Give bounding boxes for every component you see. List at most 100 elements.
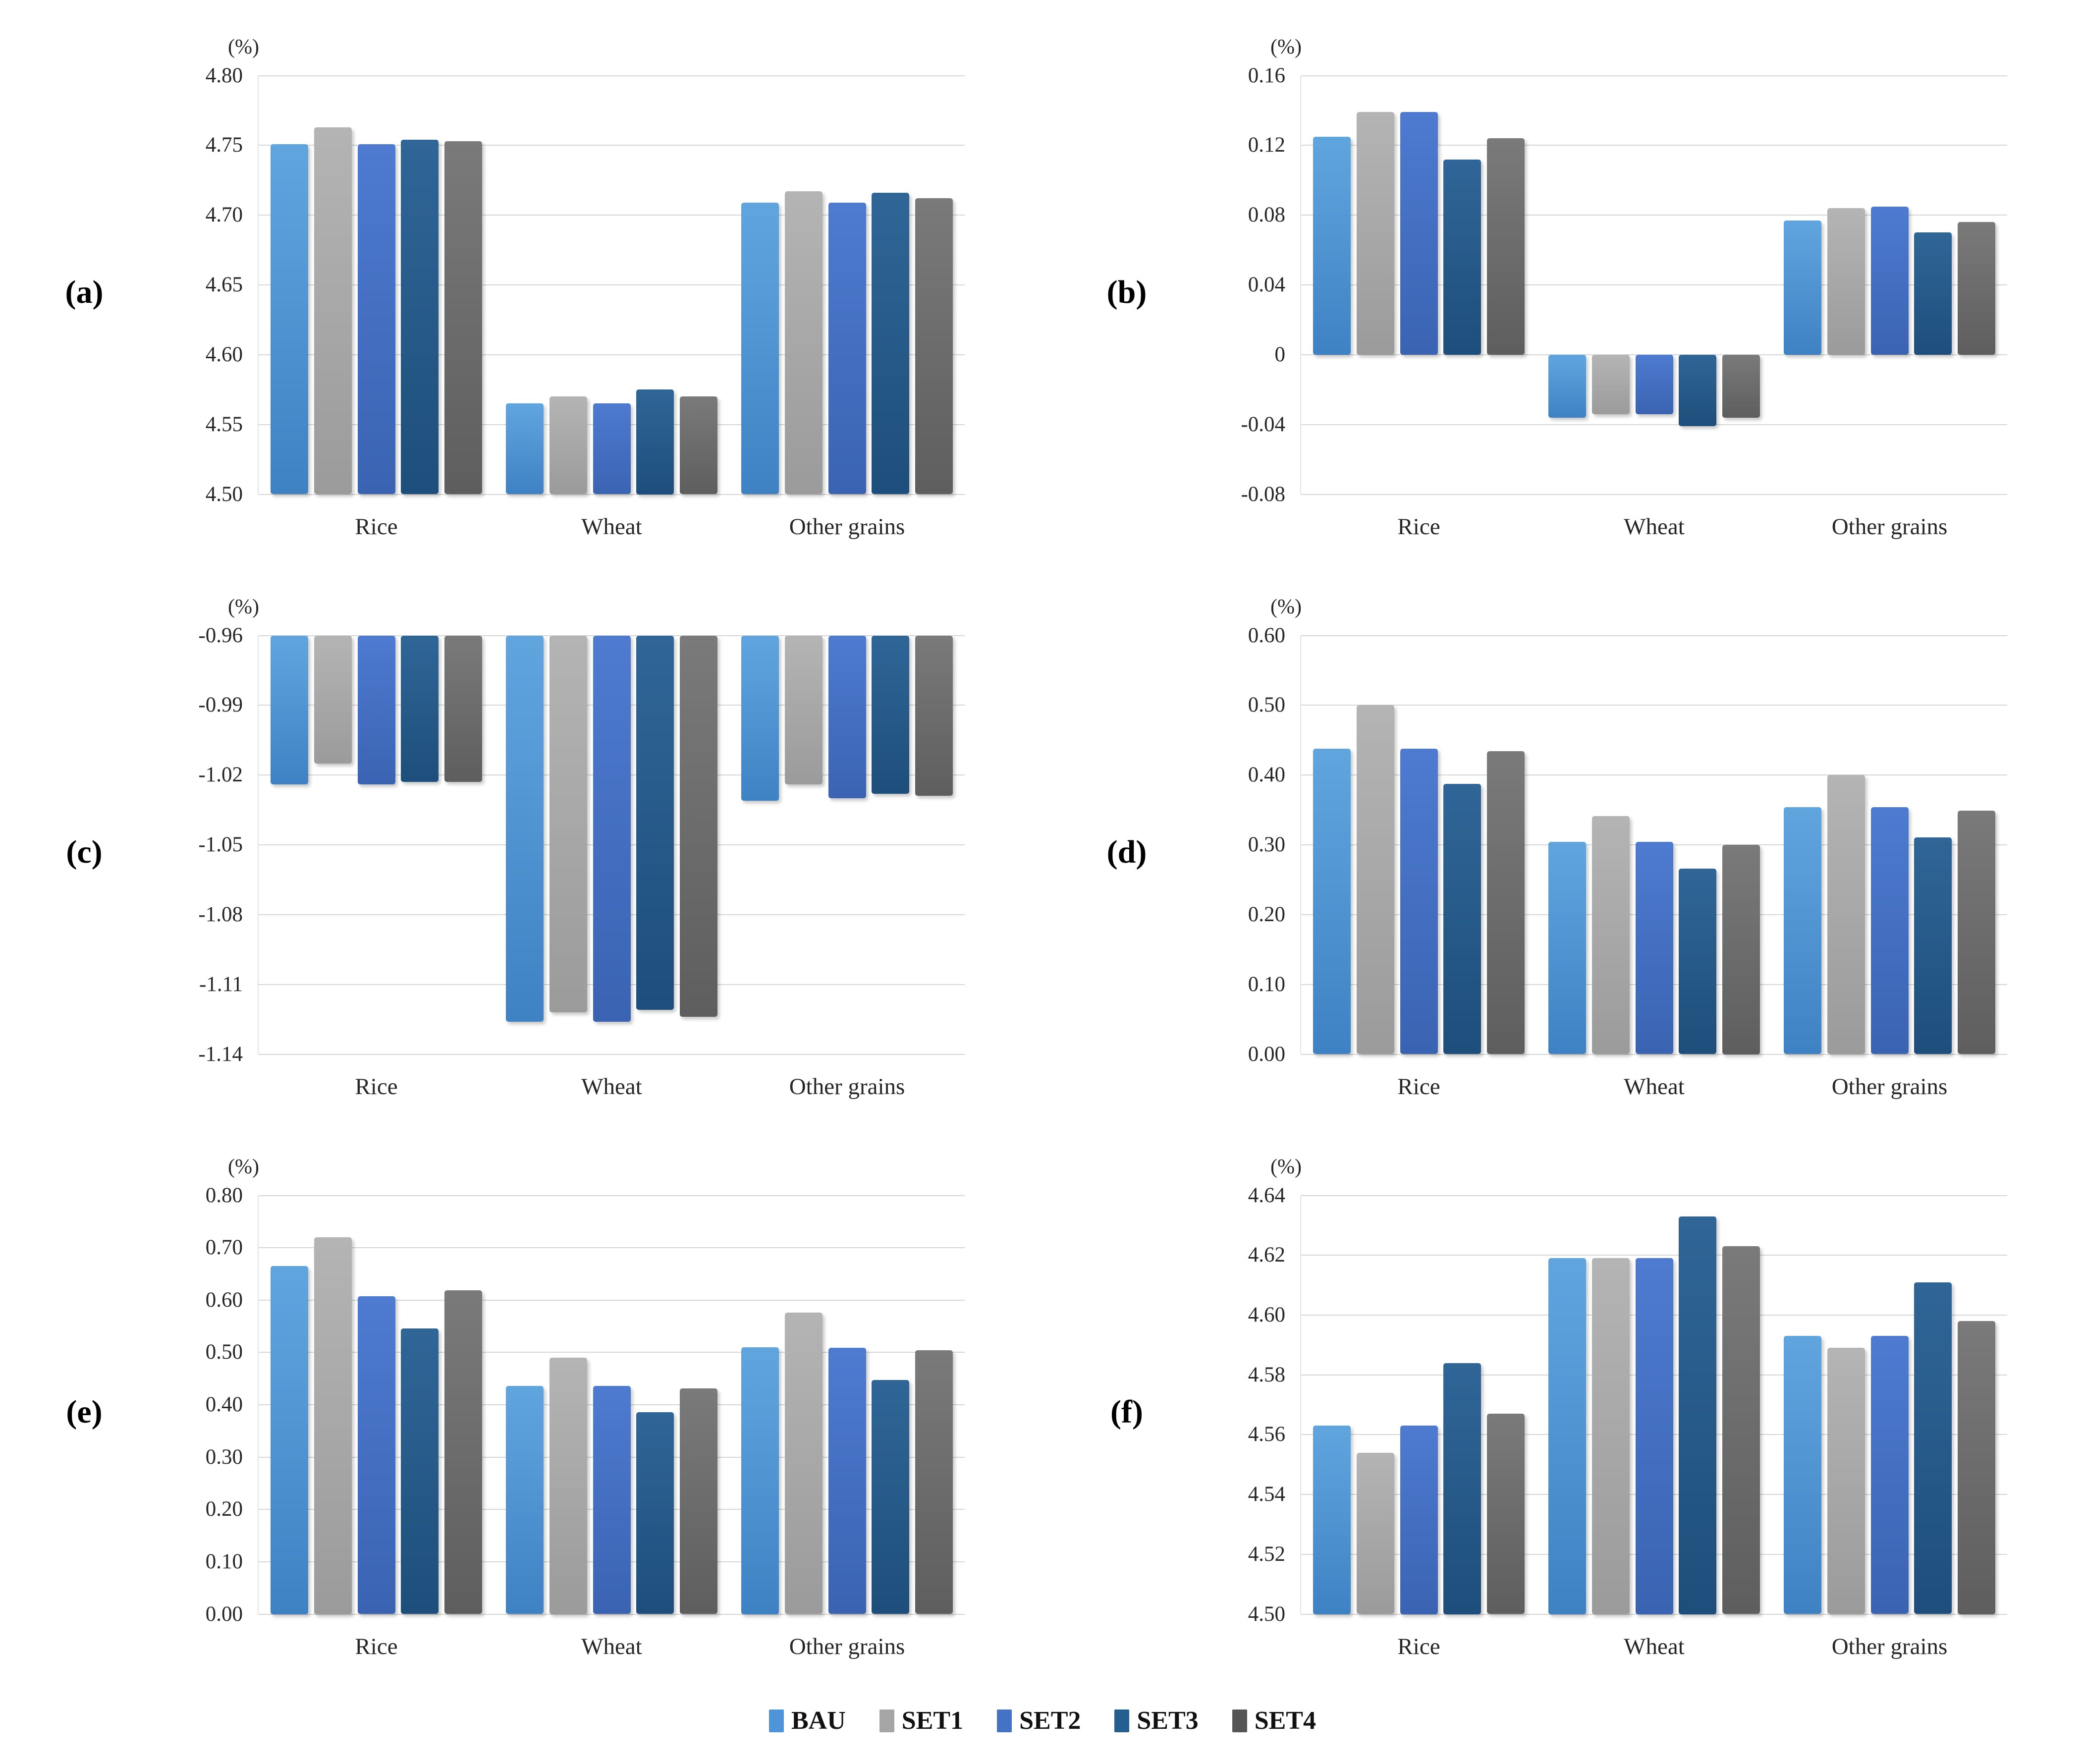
plot-area: 0.16 0.12 0.08 0.04 0 -0.04 -0.08 Rice Wheat Othe…: [1241, 64, 2007, 540]
bar-set1-rice: [1356, 1452, 1394, 1614]
bar-bau-other-grains: [1783, 1336, 1821, 1614]
bar-set4-other-grains: [1958, 222, 1996, 355]
y-axis-tick-label: 0.30: [205, 1445, 243, 1469]
bar-set1-wheat: [549, 396, 587, 495]
bar-bau-rice: [1313, 136, 1351, 355]
panel-label-d: (d): [1106, 834, 1147, 870]
y-axis-tick-label: 4.52: [1248, 1542, 1285, 1566]
gridline: [259, 75, 965, 76]
gridline: [1301, 1613, 2007, 1615]
y-axis-tick-label: 4.60: [205, 342, 243, 366]
bar-bau-other-grains: [741, 1347, 779, 1614]
bar-bau-other-grains: [741, 202, 779, 495]
chart-panel-a: (a) (%) 4.80 4.75 4.70 4.65 4.60 4.55 4.50 Rice W…: [0, 12, 1042, 572]
legend-swatch-set1: [879, 1709, 894, 1732]
bar-set2-other-grains: [828, 202, 866, 495]
y-axis-tick-label: 0.80: [205, 1183, 243, 1207]
x-axis-category-label: Other grains: [1831, 513, 1948, 540]
bar-bau-wheat: [1548, 842, 1586, 1054]
y-axis-tick-label: -1.02: [198, 763, 243, 787]
bar-set4-wheat: [1722, 354, 1760, 418]
bar-set1-other-grains: [1827, 1348, 1865, 1614]
bar-chart-d: (%) 0.60 0.50 0.40 0.30 0.20 0.10 0.00 Rice Wheat…: [1211, 595, 2007, 1110]
x-axis-category-label: Other grains: [1831, 1633, 1948, 1659]
bar-chart-f: (%) 4.64 4.62 4.60 4.58 4.56 4.54 4.52 4.50 Rice W…: [1211, 1155, 2007, 1670]
plot-area: 4.80 4.75 4.70 4.65 4.60 4.55 4.50 Rice Wheat Oth…: [206, 64, 965, 540]
y-axis-tick-label: 4.50: [1248, 1602, 1285, 1626]
bar-set2-wheat: [593, 1385, 631, 1614]
gridline: [259, 1247, 965, 1249]
x-axis-category-label: Wheat: [581, 1073, 642, 1100]
bar-set2-other-grains: [1870, 807, 1909, 1054]
y-axis-tick-label: 0.70: [205, 1236, 243, 1260]
gridline: [259, 1053, 965, 1055]
bar-set3-rice: [1443, 1363, 1481, 1614]
gridline: [259, 145, 965, 146]
bar-set2-wheat: [1635, 1258, 1673, 1614]
panel-label-e: (e): [66, 1394, 103, 1430]
gridline: [259, 1195, 965, 1196]
bar-set1-wheat: [549, 635, 587, 1012]
panel-label-f: (f): [1110, 1394, 1143, 1430]
bar-set2-wheat: [1635, 842, 1673, 1054]
legend-item-set3: SET3: [1114, 1706, 1199, 1735]
y-axis-tick-label: 0.50: [205, 1340, 243, 1364]
y-axis-tick-label: 0.12: [1248, 133, 1285, 157]
gridline: [259, 1613, 965, 1615]
chart-panel-b: (b) (%) 0.16 0.12 0.08 0.04 0 -0.04 -0.08 Rice Wh…: [1042, 12, 2085, 572]
gridline: [259, 494, 965, 495]
y-axis-tick-label: 4.64: [1248, 1183, 1285, 1207]
gridline: [259, 1352, 965, 1353]
legend-item-set2: SET2: [997, 1706, 1081, 1735]
bar-set4-rice: [444, 141, 483, 495]
gridline: [1301, 635, 2007, 636]
y-axis-tick-label: 0.50: [1248, 693, 1285, 717]
bar-set4-other-grains: [915, 635, 953, 796]
bar-chart-a: (%) 4.80 4.75 4.70 4.65 4.60 4.55 4.50 Rice Wheat…: [168, 35, 965, 550]
bar-bau-rice: [270, 144, 308, 495]
legend-label-set4: SET4: [1254, 1707, 1316, 1735]
bar-set4-rice: [444, 635, 483, 782]
gridline: [1301, 424, 2007, 425]
y-axis-tick-label: 4.70: [205, 203, 243, 227]
bar-set4-other-grains: [915, 198, 953, 495]
x-axis-category-label: Rice: [1397, 513, 1440, 540]
x-axis-category-label: Wheat: [1624, 1073, 1685, 1100]
y-axis-tick-label: 0.10: [205, 1549, 243, 1573]
legend-label-set1: SET1: [901, 1707, 964, 1735]
gridline: [1301, 774, 2007, 776]
bar-set1-rice: [314, 635, 352, 764]
plot-area: 0.60 0.50 0.40 0.30 0.20 0.10 0.00 Rice Wheat Oth…: [1248, 624, 2007, 1100]
y-axis-tick-label: 0.30: [1248, 833, 1285, 856]
gridline: [259, 354, 965, 355]
y-axis-tick-label: 4.50: [205, 482, 243, 506]
legend-swatch-set4: [1232, 1709, 1247, 1732]
bar-bau-wheat: [505, 635, 544, 1022]
y-axis-tick-label: 0.20: [1248, 902, 1285, 926]
bar-set4-other-grains: [915, 1350, 953, 1614]
gridline: [259, 1299, 965, 1301]
legend-label-set3: SET3: [1137, 1707, 1199, 1735]
bar-bau-rice: [1313, 748, 1351, 1054]
y-axis-tick-label: -1.05: [198, 833, 243, 856]
bar-set1-other-grains: [784, 635, 823, 784]
bar-set1-other-grains: [784, 191, 823, 495]
y-axis-tick-label: -1.11: [199, 972, 243, 996]
bar-set2-rice: [357, 1296, 395, 1614]
plot-area: -0.96 -0.99 -1.02 -1.05 -1.08 -1.11 -1.14 Rice W…: [198, 624, 965, 1100]
y-axis-unit-label: (%): [228, 595, 259, 618]
bar-set3-rice: [1443, 159, 1481, 355]
bar-set3-rice: [1443, 784, 1481, 1054]
x-axis-category-label: Rice: [1397, 1633, 1440, 1659]
bar-chart-b: (%) 0.16 0.12 0.08 0.04 0 -0.04 -0.08 Rice Wheat O…: [1211, 35, 2007, 550]
y-axis-unit-label: (%): [228, 35, 259, 58]
bar-set3-other-grains: [872, 193, 910, 495]
bar-set2-wheat: [593, 635, 631, 1022]
y-axis-tick-label: -0.08: [1241, 482, 1285, 506]
bar-bau-other-grains: [1783, 220, 1821, 355]
y-axis-tick-label: -0.96: [198, 623, 243, 647]
bar-bau-rice: [1313, 1426, 1351, 1614]
bar-set4-rice: [1487, 751, 1525, 1054]
bar-set3-other-grains: [872, 1380, 910, 1614]
